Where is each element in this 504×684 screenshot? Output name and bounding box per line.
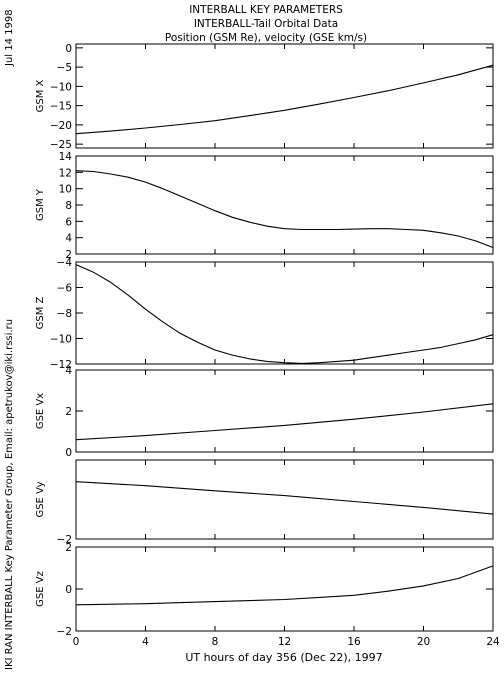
panel-4: GSE Vx 4 2 0 [35, 365, 494, 459]
y-tick-label: 0 [65, 447, 72, 459]
x-tick-label: 0 [73, 636, 80, 648]
series-line [75, 64, 494, 135]
y-tick-label: 2 [65, 406, 72, 418]
y-axis-label: GSM Z [35, 296, 46, 329]
x-tick-label: 12 [278, 636, 291, 648]
panel-frame [75, 546, 494, 632]
y-tick-label: −6 [57, 283, 73, 295]
y-axis-label: GSE Vz [35, 571, 46, 607]
y-tick-label: 14 [59, 151, 73, 163]
x-tick-label: 16 [347, 636, 361, 648]
x-tick-label: 20 [417, 636, 430, 648]
series-line [75, 481, 494, 515]
y-tick-label: −8 [57, 308, 72, 320]
x-tick-label: 24 [486, 636, 500, 648]
y-tick-label: −10 [50, 334, 72, 346]
title-line-1: INTERBALL KEY PARAMETERS [189, 4, 343, 16]
title-line-2: INTERBALL-Tail Orbital Data [194, 18, 338, 30]
x-tick-label: 8 [212, 636, 219, 648]
date-stamp: Jul 14 1998 [4, 9, 15, 67]
y-tick-label: 8 [65, 200, 72, 212]
y-tick-label: 4 [65, 365, 72, 377]
y-tick-label: 6 [65, 216, 72, 228]
y-tick-label: 0 [65, 584, 72, 596]
y-tick-label: −2 [57, 626, 72, 638]
series-line [75, 565, 494, 606]
y-tick-label: −5 [57, 62, 72, 74]
y-tick-label: 4 [65, 233, 72, 245]
y-tick-label: −2 [57, 534, 72, 546]
title-line-3: Position (GSM Re), velocity (GSE km/s) [165, 32, 367, 44]
panel-frame [75, 155, 494, 255]
y-axis-label: GSE Vy [35, 481, 46, 517]
x-tick-label: 4 [142, 636, 149, 648]
series-line [75, 264, 494, 364]
y-tick-label: 10 [59, 184, 72, 196]
panel-6: GSE Vz 2 0 −2 [35, 542, 494, 638]
panel-2: GSM Y 14 12 10 8 6 4 2 [35, 151, 494, 261]
y-tick-label: −20 [50, 120, 72, 132]
y-tick-label: −25 [50, 139, 72, 151]
y-tick-label: −12 [50, 359, 72, 371]
y-tick-label: −10 [50, 81, 72, 93]
panel-frame [75, 43, 494, 149]
y-axis-label: GSM X [35, 79, 46, 112]
y-axis-label: GSM Y [35, 188, 46, 221]
panel-1: GSM X 0 −5 −10 −15 −20 −25 [35, 43, 494, 151]
y-tick-label: 0 [65, 43, 72, 55]
panel-3: GSM Z −4 −6 −8 −10 −12 [35, 257, 494, 371]
credit-line: IKI RAN INTERBALL Key Parameter Group, E… [4, 319, 15, 670]
y-tick-label: −15 [50, 101, 72, 113]
series-line [75, 403, 494, 441]
y-axis-label: GSE Vx [35, 393, 46, 429]
y-tick-label: 2 [65, 249, 72, 261]
panel-frame [75, 459, 494, 540]
x-axis-title: UT hours of day 356 (Dec 22), 1997 [185, 651, 382, 664]
panel-5: GSE Vy −2 [35, 459, 494, 546]
y-tick-label: 12 [59, 167, 72, 179]
y-tick-label: −4 [57, 257, 73, 269]
y-tick-label: 2 [65, 542, 72, 554]
series-line [75, 170, 494, 249]
